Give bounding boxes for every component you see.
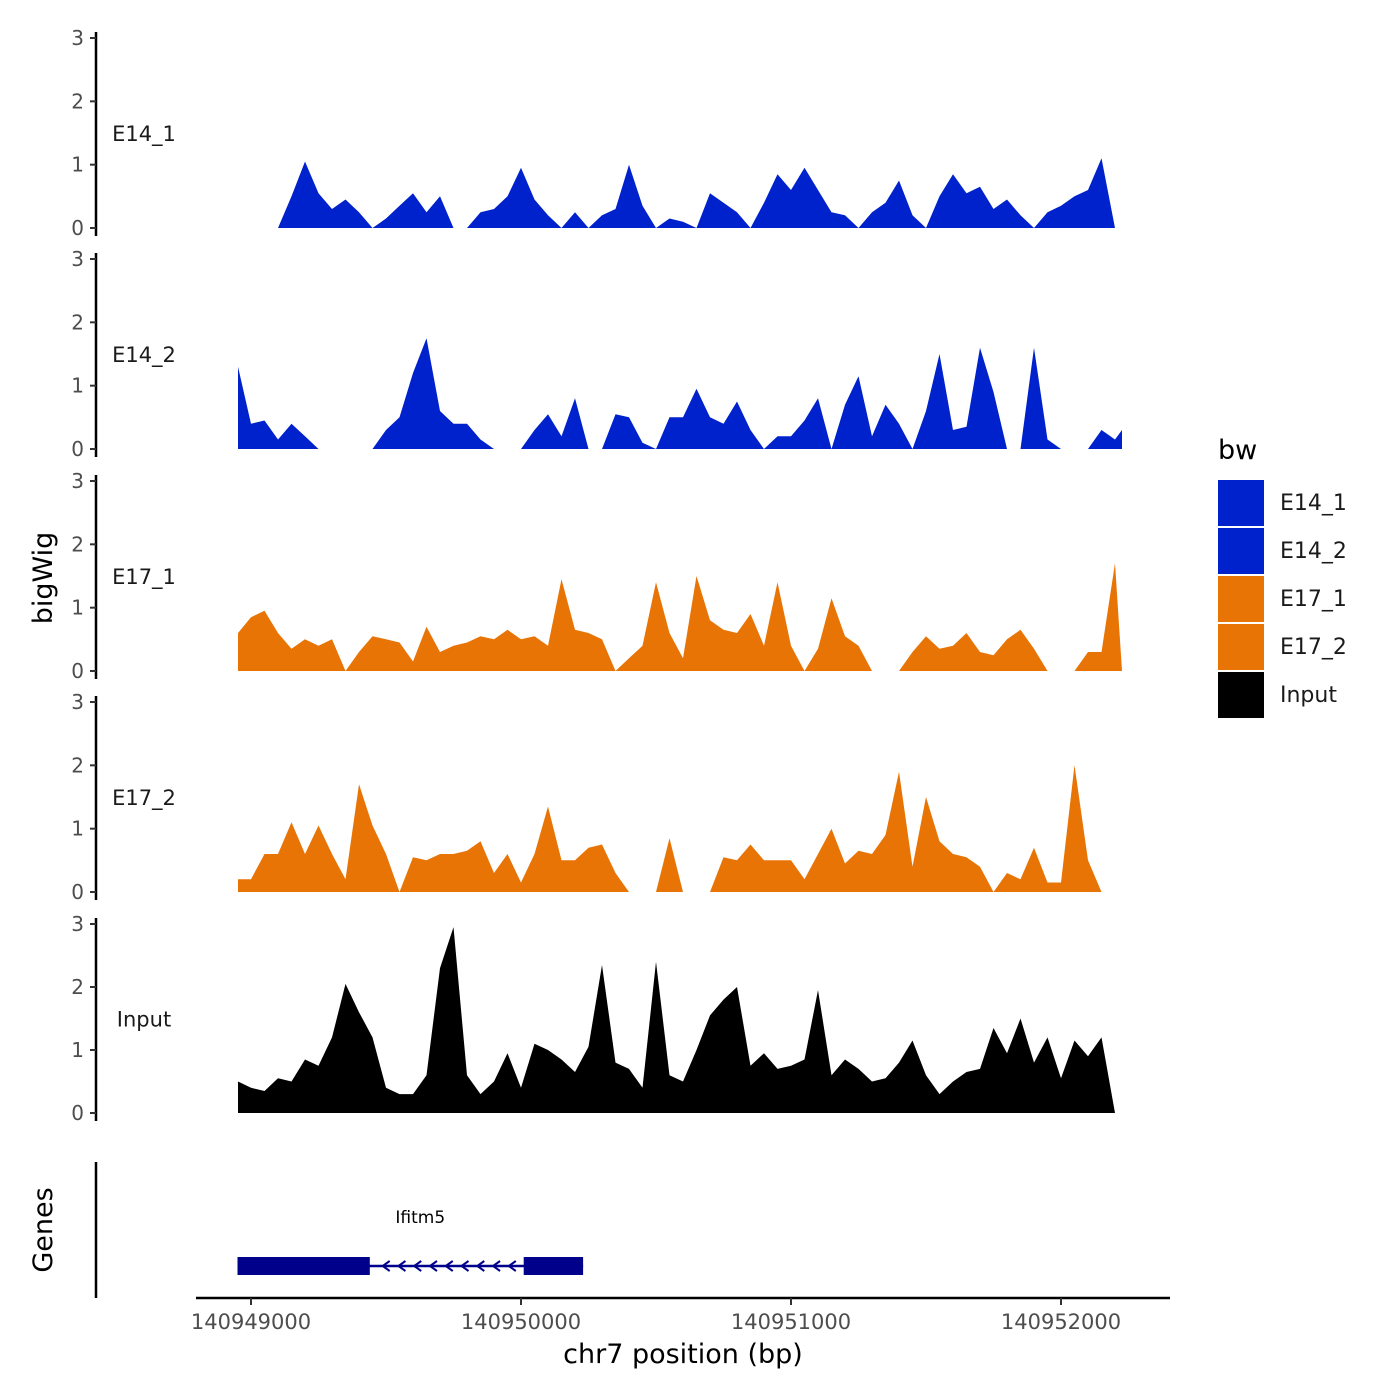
area-input	[238, 927, 1122, 1113]
legend-title: bw	[1218, 435, 1257, 466]
track-label-e17-1: E17_1	[112, 565, 176, 590]
y-tick-label-e14-1-1: 1	[71, 153, 84, 177]
legend-swatch-e17-2	[1218, 624, 1264, 670]
area-e17-2	[238, 765, 1122, 892]
strand-arrow	[444, 1260, 454, 1272]
strand-arrow	[475, 1260, 485, 1272]
y-tick-label-e17-2-2: 2	[71, 753, 84, 777]
x-axis: chr7 position (bp) 140949000 140950000 140…	[191, 1296, 1170, 1370]
area-e17-1	[238, 563, 1122, 671]
strand-arrow	[428, 1260, 438, 1272]
track-label-e17-2: E17_2	[112, 786, 176, 811]
track-label-input: Input	[117, 1008, 171, 1032]
strand-arrow	[507, 1260, 517, 1272]
y-tick-label-e14-1-0: 0	[71, 216, 84, 240]
strand-arrow	[396, 1260, 407, 1272]
track-e17-2: 0 1 2 3 E17_2	[71, 690, 1122, 904]
strand-arrow	[380, 1260, 391, 1272]
y-tick-label-e17-1-3: 3	[71, 469, 84, 493]
legend-swatch-input	[1218, 672, 1264, 718]
x-tick-label-140951000: 140951000	[731, 1310, 851, 1334]
y-tick-label-input-3: 3	[71, 912, 84, 936]
track-e17-1: 0 1 2 3 E17_1	[71, 469, 1122, 683]
y-tick-label-input-1: 1	[71, 1038, 84, 1062]
gene-exon-2	[523, 1257, 584, 1275]
x-axis-title: chr7 position (bp)	[563, 1339, 803, 1370]
genes-axis-title: Genes	[28, 1187, 59, 1272]
y-tick-label-e14-1-2: 2	[71, 89, 84, 113]
legend-label-e14-2: E14_2	[1280, 539, 1347, 564]
y-tick-label-e17-1-1: 1	[71, 596, 84, 620]
legend: bw E14_1 E14_2 E17_1 E17_2 Input	[1218, 435, 1347, 718]
gene-exon-1	[237, 1257, 370, 1275]
strand-arrow	[412, 1260, 422, 1272]
legend-swatch-e14-2	[1218, 528, 1264, 574]
legend-label-e17-1: E17_1	[1280, 587, 1347, 612]
legend-label-input: Input	[1280, 683, 1337, 708]
gene-track: Genes Ifitm5	[28, 1162, 584, 1298]
strand-arrow	[491, 1260, 501, 1272]
y-tick-label-e17-2-3: 3	[71, 690, 84, 714]
area-e14-2	[238, 338, 1122, 449]
gene-ifitm5: Ifitm5	[237, 1208, 584, 1275]
y-tick-label-input-0: 0	[71, 1101, 84, 1125]
y-tick-label-e14-2-2: 2	[71, 310, 84, 334]
track-label-e14-1: E14_1	[112, 122, 176, 147]
y-tick-label-e17-1-0: 0	[71, 659, 84, 683]
y-tick-label-e14-2-1: 1	[71, 374, 84, 398]
y-tick-label-e17-2-0: 0	[71, 880, 84, 904]
x-tick-label-140950000: 140950000	[461, 1310, 581, 1334]
y-axis-title: bigWig	[28, 532, 59, 625]
legend-swatch-e17-1	[1218, 576, 1264, 622]
y-tick-label-input-2: 2	[71, 975, 84, 999]
bigwig-tracks: 0 1 2 3 E14_1 0 1 2 3 E14_2 0 1 2 3 E17_1 0 1 2 3 E17_2 0 1 2 3…	[71, 26, 1122, 1125]
track-e14-1: 0 1 2 3 E14_1	[71, 26, 1122, 240]
y-tick-label-e17-2-1: 1	[71, 817, 84, 841]
strand-arrow	[459, 1260, 470, 1272]
x-tick-label-140949000: 140949000	[191, 1310, 311, 1334]
track-label-e14-2: E14_2	[112, 343, 176, 368]
y-tick-label-e14-2-3: 3	[71, 247, 84, 271]
y-tick-label-e14-2-0: 0	[71, 437, 84, 461]
gene-label-ifitm5: Ifitm5	[395, 1208, 445, 1228]
legend-label-e14-1: E14_1	[1280, 491, 1347, 516]
area-e14-1	[238, 158, 1122, 228]
legend-swatch-e14-1	[1218, 480, 1264, 526]
legend-label-e17-2: E17_2	[1280, 635, 1347, 660]
track-e14-2: 0 1 2 3 E14_2	[71, 247, 1122, 461]
y-tick-label-e14-1-3: 3	[71, 26, 84, 50]
track-input: 0 1 2 3 Input	[71, 912, 1122, 1125]
y-tick-label-e17-1-2: 2	[71, 532, 84, 556]
x-tick-label-140952000: 140952000	[1001, 1310, 1121, 1334]
